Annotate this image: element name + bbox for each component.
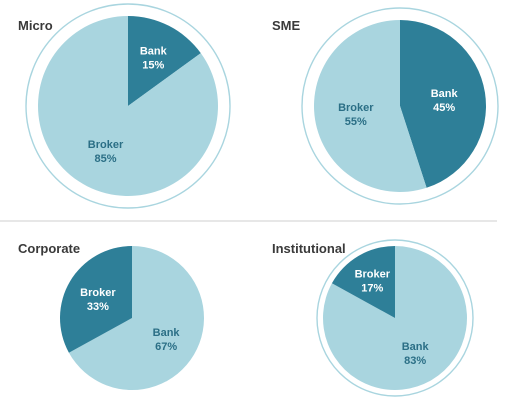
pie-panel-corporate: Corporate Bank 67% Broker 33% (18, 241, 205, 390)
slice-value-bank: 83% (404, 355, 426, 367)
pie-outline-ring (316, 239, 474, 397)
pie-panel-institutional: Institutional Bank 83% Broker 17% (272, 239, 474, 397)
pie-slice-bank (68, 246, 205, 390)
slice-value-bank: 15% (142, 59, 164, 71)
slice-label-broker: Broker (88, 139, 124, 151)
slice-value-broker: 55% (345, 116, 367, 128)
slice-label-broker: Broker (338, 102, 374, 114)
pie-slice-broker (37, 16, 218, 197)
chart-title: Corporate (18, 241, 80, 256)
slice-label-bank: Bank (140, 45, 168, 57)
chart-title: Micro (18, 18, 53, 33)
pie-slice-bank (400, 20, 487, 188)
chart-title: SME (272, 18, 301, 33)
slice-value-broker: 17% (361, 283, 383, 295)
pie-slice-bank (323, 246, 468, 391)
pie-panel-sme: SME Bank 45% Broker 55% (272, 7, 499, 205)
pie-slice-broker (60, 246, 132, 353)
pie-outline-ring (301, 7, 499, 205)
slice-label-broker: Broker (355, 269, 391, 281)
slice-value-broker: 33% (87, 301, 109, 313)
pie-panel-micro: Micro Bank 15% Broker 85% (18, 3, 231, 209)
slice-value-bank: 67% (155, 341, 177, 353)
pie-outline-ring (25, 3, 231, 209)
pie-slice-broker (314, 20, 427, 192)
chart-title: Institutional (272, 241, 346, 256)
slice-label-bank: Bank (153, 327, 181, 339)
slice-label-broker: Broker (80, 287, 116, 299)
slice-label-bank: Bank (431, 88, 459, 100)
slice-value-bank: 45% (433, 102, 455, 114)
pie-slice-broker (331, 246, 395, 318)
pie-slice-bank (128, 16, 201, 106)
slice-label-bank: Bank (402, 341, 430, 353)
slice-value-broker: 85% (94, 153, 116, 165)
